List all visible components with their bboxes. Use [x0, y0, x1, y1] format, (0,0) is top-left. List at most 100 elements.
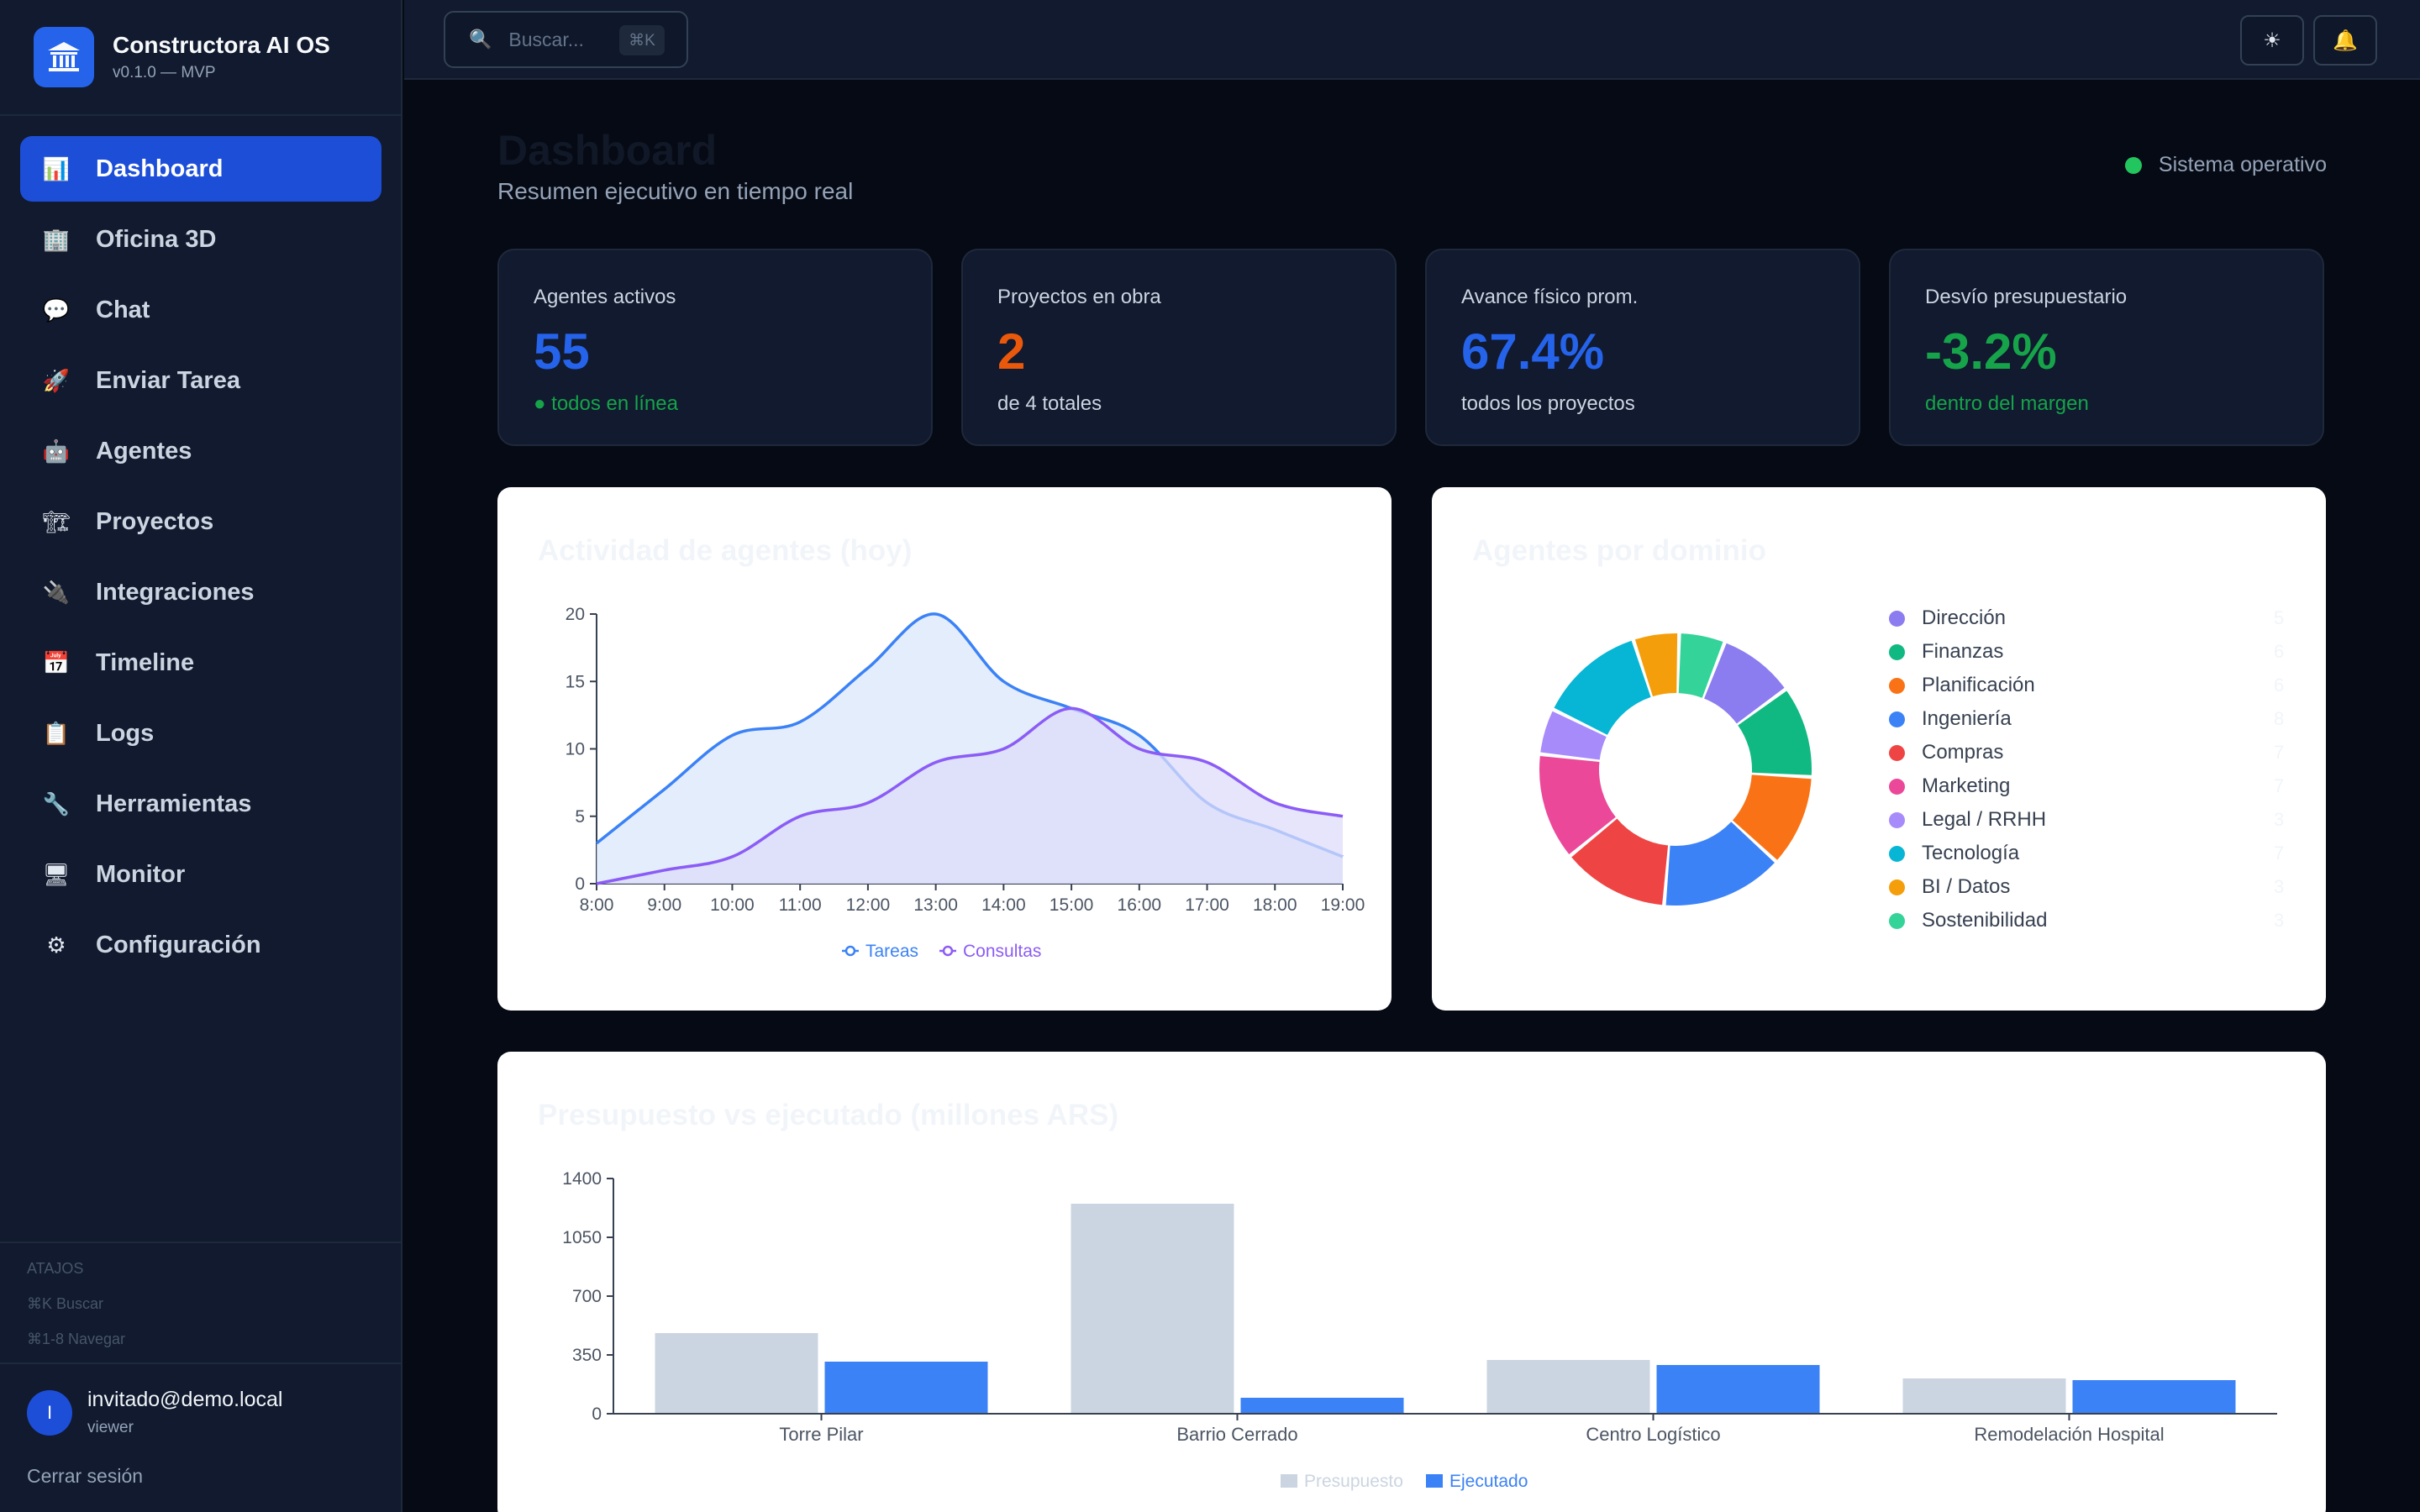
x-tick-label: 16:00	[1118, 895, 1162, 915]
legend-label: Planificación	[1922, 674, 2035, 696]
robot-icon: 🤖	[42, 438, 71, 464]
page-title: Dashboard	[497, 127, 718, 174]
legend-label: Marketing	[1922, 774, 2011, 797]
sidebar-item-oficina-3d[interactable]: 🏢 Oficina 3D	[20, 207, 381, 272]
legend-marker-icon	[844, 945, 856, 957]
shortcut-navigate-hint: ⌘1-8 Navegar	[27, 1331, 126, 1347]
logout-button[interactable]: Cerrar sesión	[27, 1465, 144, 1487]
sidebar-item-integraciones[interactable]: 🔌 Integraciones	[20, 559, 381, 625]
sidebar-item-enviar-tarea[interactable]: 🚀 Enviar Tarea	[20, 348, 381, 413]
shortcuts-title: ATAJOS	[27, 1260, 84, 1277]
search-box[interactable]: 🔍 ⌘K	[444, 11, 688, 68]
bar-presupuesto-3	[1902, 1378, 2066, 1414]
x-tick-label: 14:00	[981, 895, 1026, 915]
legend-swatch-icon	[1281, 1474, 1297, 1488]
legend-dot-icon	[1889, 677, 1905, 694]
x-tick-label: 13:00	[913, 895, 958, 915]
brand[interactable]: Constructora AI OS v0.1.0 — MVP	[34, 26, 330, 88]
activity-chart-panel: Actividad de agentes (hoy) 0 5 10 15 20 8:00 9…	[497, 487, 1392, 1011]
donut-slice-compras	[1571, 818, 1669, 906]
legend-label: Legal / RRHH	[1922, 808, 2047, 831]
sidebar-item-configuraci-n[interactable]: ⚙ Configuración	[20, 912, 381, 978]
sidebar-item-label: Configuración	[96, 931, 261, 958]
sidebar-item-chat[interactable]: 💬 Chat	[20, 277, 381, 343]
sidebar-item-timeline[interactable]: 📅 Timeline	[20, 630, 381, 696]
legend-item: Dirección 5	[1889, 601, 2301, 635]
donut-slice-finanzas	[1738, 690, 1812, 775]
sidebar-item-label: Proyectos	[96, 507, 214, 535]
kpi-label: Avance físico prom.	[1461, 286, 1639, 308]
kpi-note: ● todos en línea	[534, 392, 678, 415]
y-tick-label: 350	[572, 1346, 602, 1365]
x-tick-label: Torre Pilar	[779, 1424, 863, 1445]
legend-label: Ingeniería	[1922, 707, 2012, 730]
bell-icon: 🔔	[2333, 29, 2358, 52]
donut-slice-direcci-n	[1704, 643, 1785, 724]
y-tick-label: 20	[566, 605, 585, 624]
sidebar-item-proyectos[interactable]: 🏗 Proyectos	[20, 489, 381, 554]
sidebar-item-label: Oficina 3D	[96, 225, 217, 253]
legend-label: BI / Datos	[1922, 875, 2011, 898]
bar-ejecutado-2	[1656, 1365, 1820, 1414]
y-tick-label: 0	[592, 1404, 602, 1424]
crane-icon: 🏗	[42, 508, 71, 534]
bank-building-icon	[34, 27, 94, 87]
y-tick-label: 1050	[562, 1228, 602, 1247]
budget-chart-panel: Presupuesto vs ejecutado (millones ARS) …	[497, 1052, 2326, 1512]
kpi-label: Desvío presupuestario	[1925, 286, 2128, 308]
sidebar-item-label: Agentes	[96, 437, 192, 465]
bar-chart-icon: 📊	[42, 155, 71, 181]
kpi-value: 2	[997, 323, 1026, 380]
legend-item: Legal / RRHH 3	[1889, 803, 2301, 837]
legend-dot-icon	[1889, 610, 1905, 627]
divider	[0, 1242, 402, 1243]
sidebar: Constructora AI OS v0.1.0 — MVP 📊 Dashboa…	[0, 0, 402, 1512]
office-building-icon: 🏢	[42, 226, 71, 252]
kpi-card-physical-progress: Avance físico prom. 67.4% todos los proy…	[1425, 249, 1860, 446]
x-tick-label: 17:00	[1185, 895, 1229, 915]
sidebar-item-label: Dashboard	[96, 155, 224, 182]
sidebar-item-monitor[interactable]: 🖥 Monitor	[20, 842, 381, 907]
kpi-card-projects: Proyectos en obra 2 de 4 totales	[961, 249, 1397, 446]
kpi-note: dentro del margen	[1925, 392, 2089, 415]
y-tick-label: 700	[572, 1287, 602, 1306]
sidebar-item-label: Chat	[96, 296, 150, 323]
legend-label: Presupuesto	[1304, 1472, 1403, 1491]
kpi-label: Agentes activos	[534, 286, 676, 308]
theme-toggle-button[interactable]: ☀	[2240, 15, 2304, 66]
legend-label: Tareas	[865, 942, 918, 961]
sidebar-item-herramientas[interactable]: 🔧 Herramientas	[20, 771, 381, 837]
sidebar-item-label: Monitor	[96, 860, 186, 888]
sidebar-item-dashboard[interactable]: 📊 Dashboard	[20, 136, 381, 202]
sidebar-item-label: Timeline	[96, 648, 195, 676]
sidebar-item-agentes[interactable]: 🤖 Agentes	[20, 418, 381, 484]
x-tick-label: Remodelación Hospital	[1974, 1424, 2164, 1445]
donut-slice-ingenier-a	[1665, 822, 1775, 906]
legend-label: Ejecutado	[1449, 1472, 1528, 1491]
system-status-label: Sistema operativo	[2158, 153, 2327, 176]
legend-dot-icon	[1889, 643, 1905, 660]
legend-item: Sostenibilidad 3	[1889, 904, 2301, 937]
donut-slice-tecnolog-a	[1554, 640, 1651, 735]
kpi-label: Proyectos en obra	[997, 286, 1161, 308]
user-profile[interactable]: I invitado@demo.local viewer	[27, 1388, 282, 1437]
notifications-button[interactable]: 🔔	[2313, 15, 2377, 66]
legend-count: 6	[2274, 675, 2285, 696]
x-tick-label: 15:00	[1050, 895, 1094, 915]
search-input[interactable]	[508, 28, 627, 51]
avatar: I	[27, 1389, 72, 1436]
legend-item: Compras 7	[1889, 736, 2301, 769]
legend-count: 3	[2274, 876, 2285, 897]
x-tick-label: Centro Logístico	[1586, 1424, 1720, 1445]
sidebar-item-logs[interactable]: 📋 Logs	[20, 701, 381, 766]
legend-count: 3	[2274, 809, 2285, 830]
legend-dot-icon	[1889, 744, 1905, 761]
legend-item: Ingeniería 8	[1889, 702, 2301, 736]
activity-chart-title: Actividad de agentes (hoy)	[538, 534, 913, 567]
donut-slice-legal-rrhh	[1540, 711, 1607, 760]
bar-ejecutado-3	[2072, 1380, 2236, 1414]
legend-item: Tecnología 7	[1889, 837, 2301, 870]
status-dot-icon	[2124, 156, 2142, 174]
legend-count: 5	[2274, 607, 2285, 628]
kpi-value: 55	[534, 323, 590, 380]
